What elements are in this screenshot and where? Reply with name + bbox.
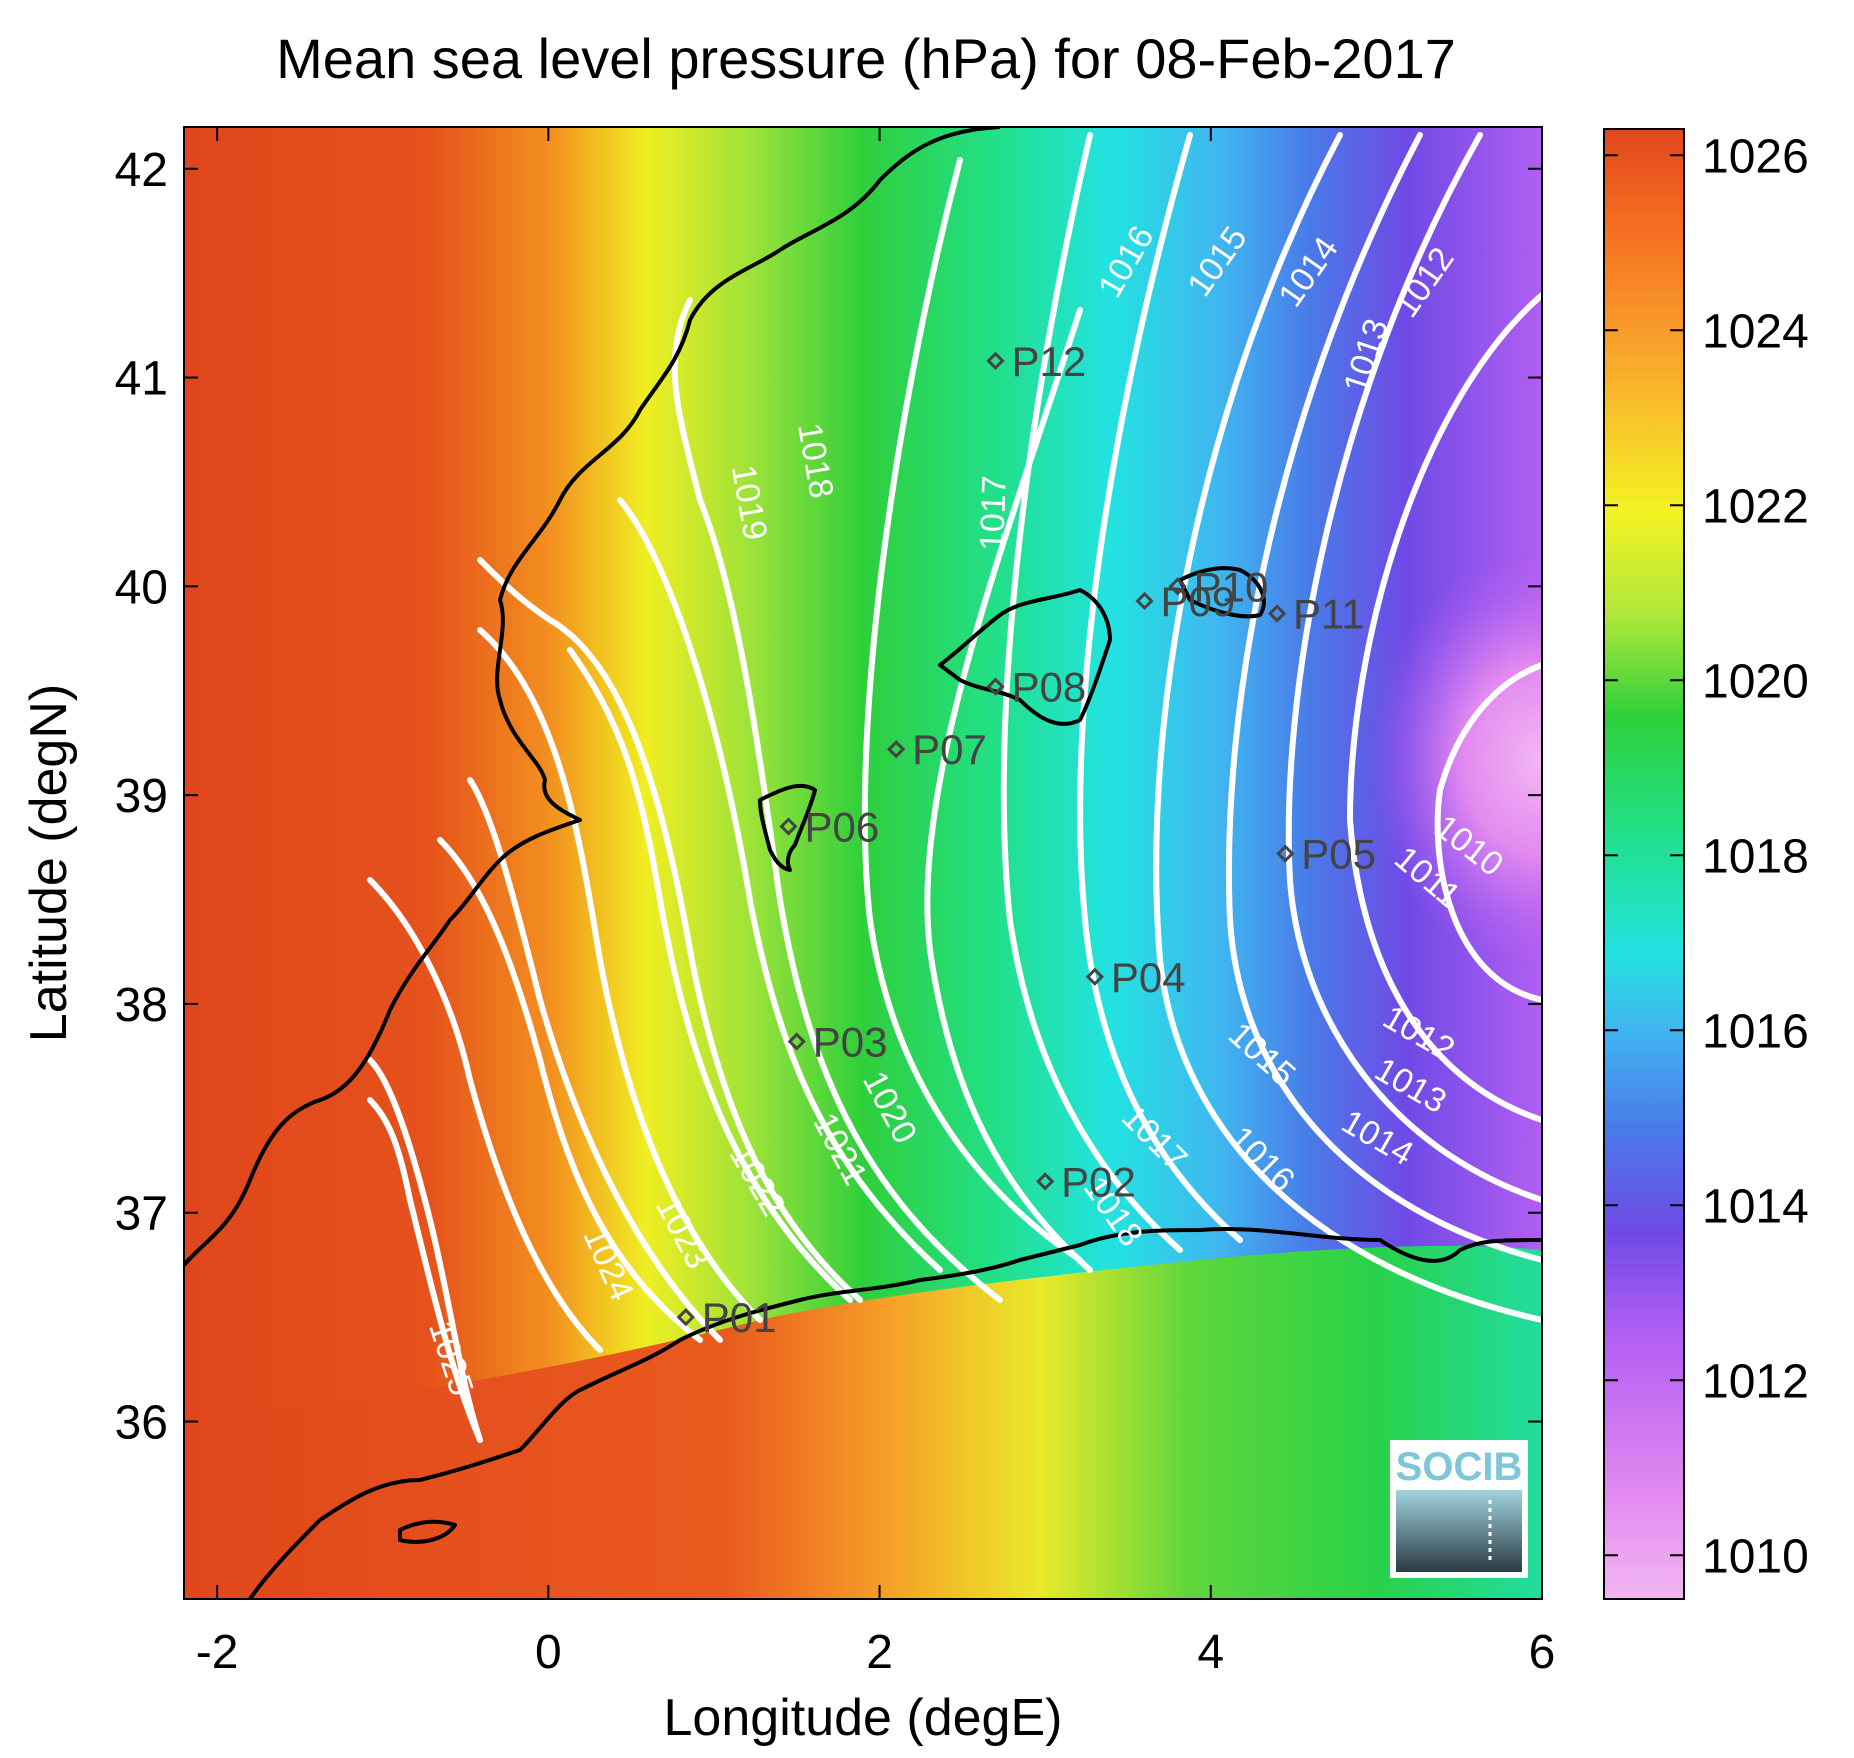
y-axis: 36 37 38 39 40 41 42 <box>115 144 1542 1450</box>
contour-line <box>367 1097 483 1443</box>
coastline-alboran-island <box>398 1519 457 1544</box>
contour-line <box>567 647 853 1303</box>
colorbar-tick-label: 1026 <box>1702 130 1809 183</box>
station-marker <box>779 817 798 836</box>
x-axis-label: Longitude (degE) <box>664 1689 1063 1747</box>
contour-line <box>1077 132 1243 1243</box>
contour-line <box>367 877 603 1353</box>
station-marker <box>1135 591 1154 611</box>
colorbar-tick-label: 1012 <box>1702 1355 1809 1408</box>
y-tick-label: 36 <box>115 1397 168 1450</box>
station-label: P07 <box>912 726 987 773</box>
station-label: P10 <box>1194 563 1269 610</box>
colorbar-tick-label: 1010 <box>1702 1530 1809 1583</box>
y-tick-label: 42 <box>115 144 168 197</box>
contour-line <box>1434 662 1542 1003</box>
x-tick-label: 4 <box>1197 1626 1224 1679</box>
plot-area: 1010101110121013101410151016101710181020… <box>184 127 1542 1599</box>
x-tick-label: 0 <box>535 1626 562 1679</box>
colorbar-gradient <box>1604 129 1684 1599</box>
y-tick-label: 41 <box>115 353 168 406</box>
contour-line <box>437 837 703 1343</box>
contour-line <box>671 297 1003 1303</box>
x-tick-label: 2 <box>866 1626 893 1679</box>
contour-line <box>467 777 723 1343</box>
y-tick-label: 39 <box>115 770 168 823</box>
x-tick-label: -2 <box>196 1626 239 1679</box>
station-marker <box>1267 604 1287 623</box>
contour-line <box>477 627 763 1323</box>
station-label: P05 <box>1301 831 1376 878</box>
coastline-menorca <box>1178 566 1266 619</box>
station-label: P02 <box>1061 1158 1136 1205</box>
x-tick-label: 6 <box>1529 1626 1556 1679</box>
y-tick-label: 37 <box>115 1188 168 1241</box>
contour-line <box>861 157 1083 1263</box>
station-label: P04 <box>1111 954 1186 1001</box>
coastline-iberia-east <box>184 127 1001 1267</box>
pressure-field-south <box>184 1245 1542 1599</box>
logo-sea <box>1396 1490 1522 1572</box>
station-label: P11 <box>1293 590 1365 637</box>
station-marker <box>1085 967 1104 986</box>
colorbar-tick-label: 1024 <box>1702 305 1809 358</box>
socib-logo: SOCIB <box>1390 1440 1528 1578</box>
coastline <box>184 127 1542 1599</box>
y-tick-label: 38 <box>115 979 168 1032</box>
colorbar-tick-label: 1014 <box>1702 1180 1809 1233</box>
station-marker <box>986 351 1005 370</box>
colorbar-tick-label: 1022 <box>1702 480 1809 533</box>
station-marker <box>676 1308 695 1327</box>
station-marker <box>1036 1172 1055 1191</box>
station-label: P08 <box>1011 664 1086 711</box>
colorbar: 1010 1012 1014 1016 1018 1020 1022 1024 1026 <box>1603 128 1809 1600</box>
figure-title: Mean sea level pressure (hPa) for 08-Feb… <box>276 27 1456 90</box>
contour-line <box>617 497 943 1273</box>
contour-line <box>1225 132 1542 1263</box>
pressure-low-center <box>1370 550 1542 970</box>
contour-line <box>367 1057 483 1443</box>
station-marker <box>787 1032 806 1051</box>
colorbar-frame <box>1603 128 1685 1600</box>
station-marker <box>1276 844 1295 863</box>
station-label: P06 <box>804 803 879 850</box>
contour-line <box>1285 132 1542 1203</box>
station-marker <box>1168 577 1187 596</box>
station-marker <box>986 677 1005 696</box>
coastline-ibiza <box>758 783 817 872</box>
y-tick-label: 40 <box>115 561 168 614</box>
station-label: P01 <box>702 1294 777 1341</box>
colorbar-tick-label: 1016 <box>1702 1005 1809 1058</box>
contour-line <box>924 307 1093 1273</box>
plot-frame <box>183 126 1543 1600</box>
contour-label: 1017 <box>973 475 1014 552</box>
logo-text: SOCIB <box>1396 1445 1523 1489</box>
colorbar-tick-label: 1018 <box>1702 830 1809 883</box>
coastline-africa-north <box>248 1226 1542 1599</box>
colorbar-tick-label: 1020 <box>1702 655 1809 708</box>
coastline-mallorca <box>938 588 1112 726</box>
contour-line <box>1000 132 1183 1253</box>
y-axis-label: Latitude (degN) <box>20 684 78 1042</box>
x-axis: -2 0 2 4 6 <box>196 127 1556 1679</box>
station-marker <box>887 740 906 759</box>
colorbar-ticks: 1010 1012 1014 1016 1018 1020 1022 1024 1026 <box>1604 130 1809 1583</box>
station-label: P03 <box>813 1019 888 1066</box>
contour-line <box>477 557 863 1303</box>
contour-line <box>1346 292 1542 1123</box>
station-label: P12 <box>1011 338 1086 385</box>
